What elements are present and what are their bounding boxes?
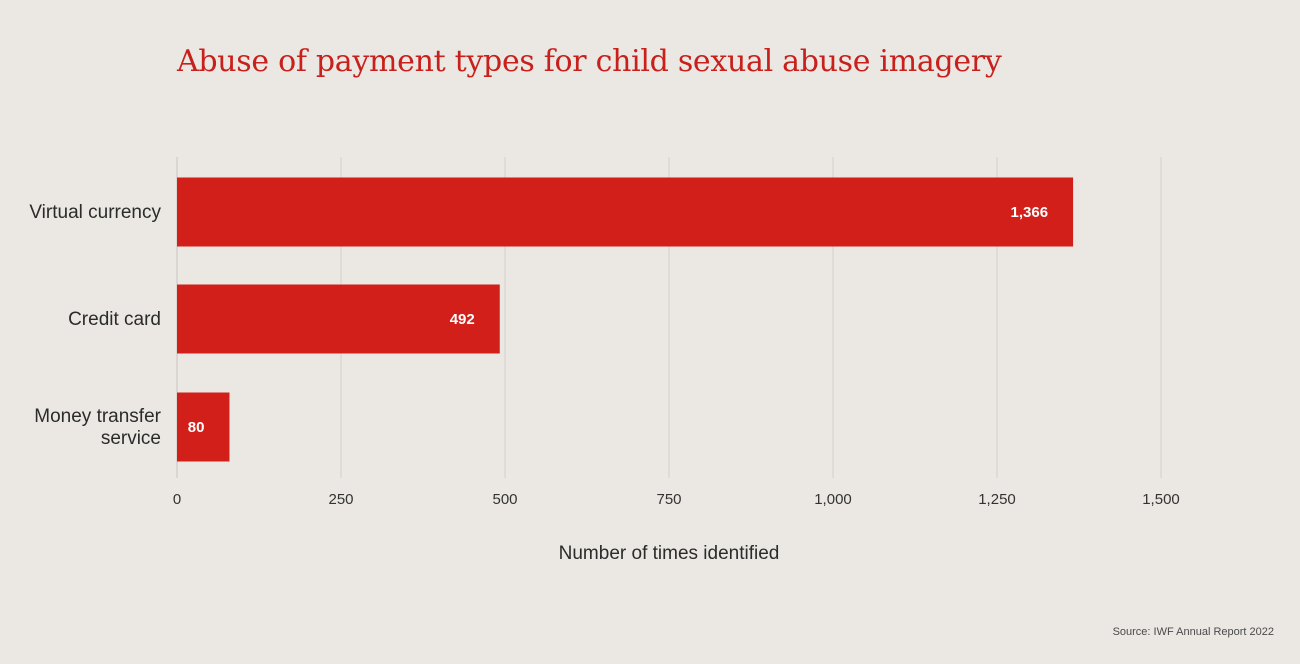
- x-axis-title: Number of times identified: [559, 543, 780, 564]
- bar: [177, 177, 1074, 247]
- category-label-line: service: [101, 428, 161, 449]
- category-label: Credit card: [68, 309, 161, 330]
- x-tick-label: 500: [492, 491, 517, 508]
- source-note: Source: IWF Annual Report 2022: [1112, 626, 1274, 638]
- chart-title: Abuse of payment types for child sexual …: [177, 44, 1002, 79]
- bar: [177, 392, 230, 462]
- x-tick-label: 1,000: [814, 491, 852, 508]
- bar: [177, 284, 500, 354]
- bar-value-label: 1,366: [1011, 204, 1049, 221]
- category-label: Virtual currency: [29, 202, 161, 223]
- bar-value-label: 492: [450, 311, 475, 328]
- x-tick-label: 1,500: [1142, 491, 1180, 508]
- x-tick-label: 0: [173, 491, 181, 508]
- x-tick-label: 750: [656, 491, 681, 508]
- category-label: Money transfer service: [34, 406, 161, 449]
- category-label-line: Money transfer: [34, 406, 161, 427]
- x-tick-label: 1,250: [978, 491, 1016, 508]
- bar-value-label: 80: [188, 419, 205, 436]
- x-tick-label: 250: [328, 491, 353, 508]
